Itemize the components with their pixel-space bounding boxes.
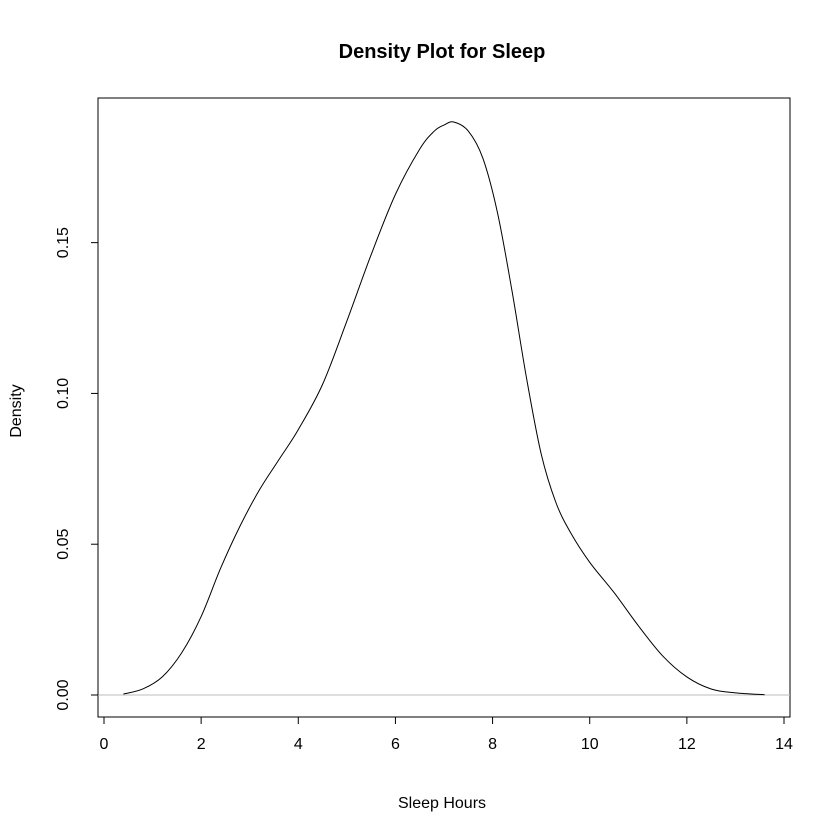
y-tick-label: 0.10 [55,378,72,409]
y-axis: 0.00 0.05 0.10 0.15 [55,227,99,711]
x-tick-label: 8 [488,736,497,753]
x-tick-label: 6 [391,736,400,753]
x-tick-label: 14 [775,736,793,753]
x-axis-label: Sleep Hours [398,795,486,812]
plot-frame [97,97,791,718]
x-axis: 0 2 4 6 8 10 12 14 [100,716,793,753]
density-curve [123,121,765,696]
x-tick-label: 12 [678,736,696,753]
x-tick-label: 0 [100,736,109,753]
x-tick-label: 4 [294,736,303,753]
y-tick-label: 0.05 [55,529,72,560]
chart-title: Density Plot for Sleep [339,41,546,63]
y-tick-label: 0.00 [55,679,72,710]
y-tick-label: 0.15 [55,227,72,258]
x-tick-label: 10 [581,736,599,753]
y-axis-label: Density [8,384,25,437]
x-tick-label: 2 [197,736,206,753]
